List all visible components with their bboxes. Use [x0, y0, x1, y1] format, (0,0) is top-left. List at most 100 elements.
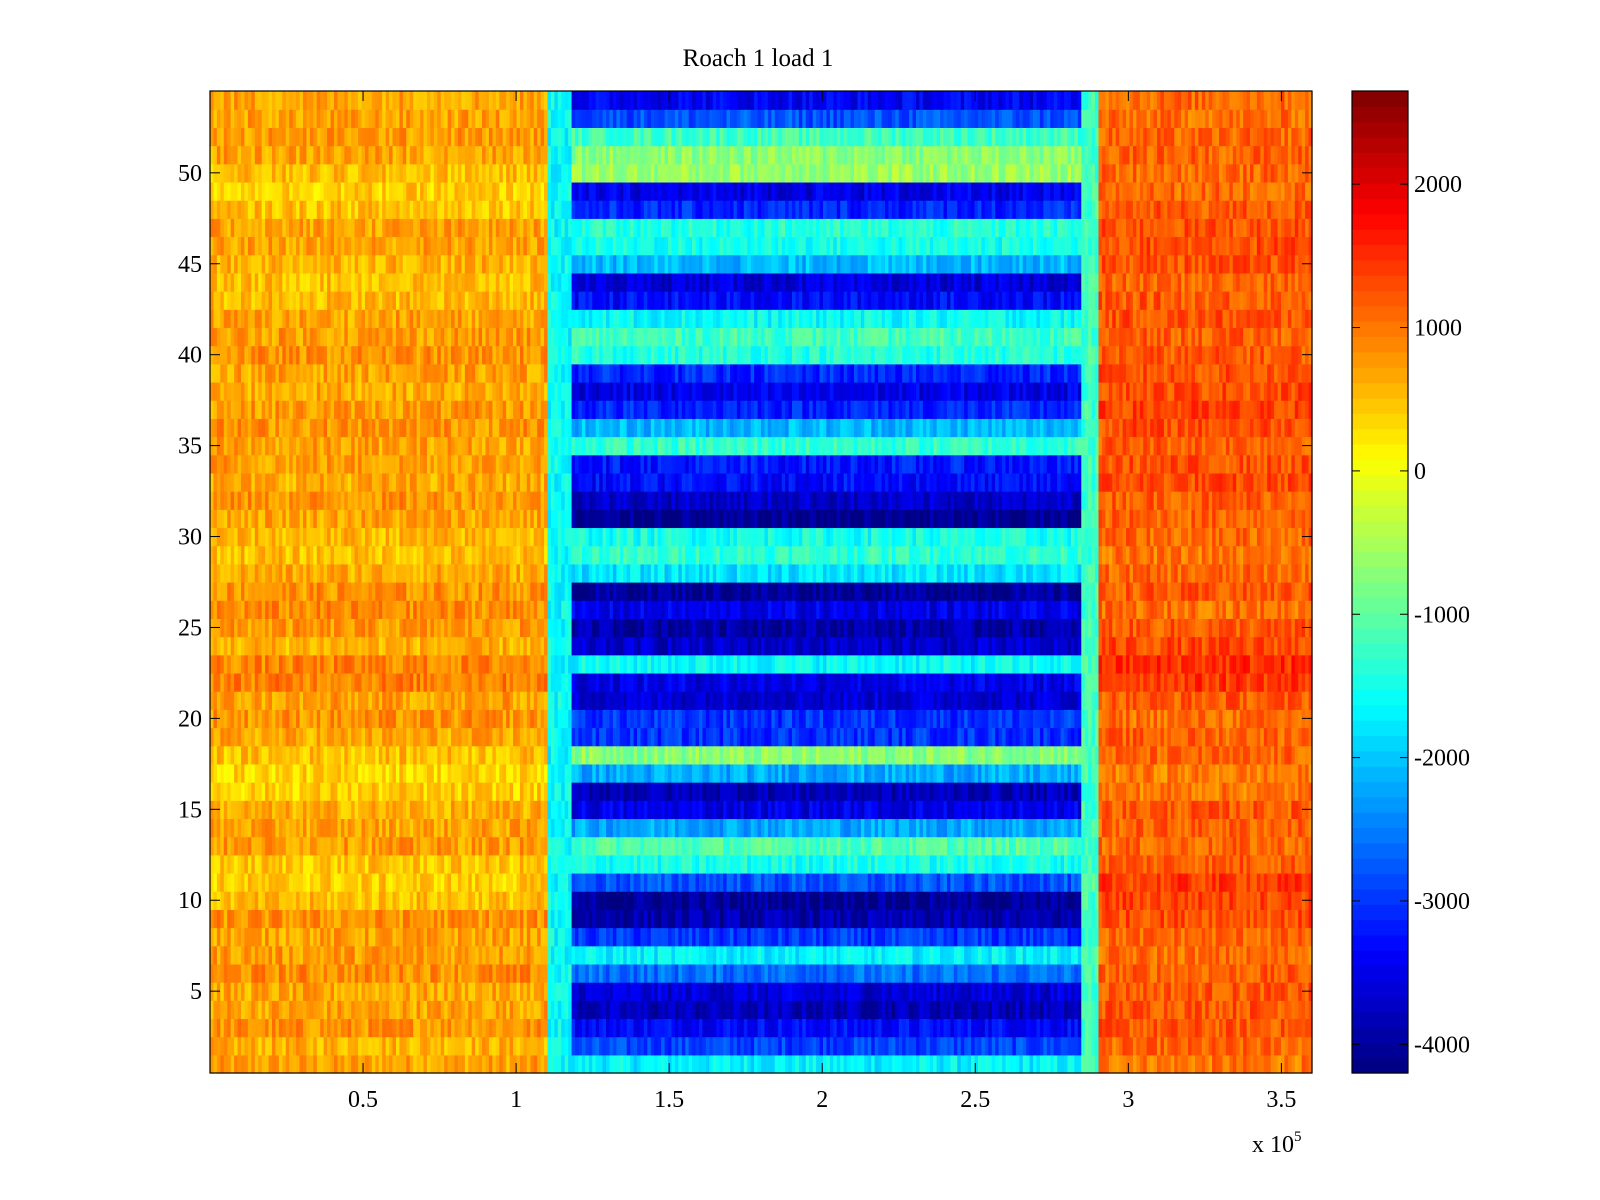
heatmap-cell [1015, 872, 1020, 892]
heatmap-cell [1088, 1036, 1093, 1056]
heatmap-cell [430, 909, 435, 929]
heatmap-cell [984, 909, 989, 929]
heatmap-cell [1046, 836, 1051, 856]
heatmap-cell [685, 1036, 690, 1056]
heatmap-cell [1074, 1018, 1079, 1038]
heatmap-cell [1015, 963, 1020, 983]
heatmap-cell [1256, 818, 1261, 838]
heatmap-cell [554, 836, 559, 856]
heatmap-cell [740, 963, 745, 983]
heatmap-cell [895, 872, 900, 892]
heatmap-cell [633, 909, 638, 929]
heatmap-cell [1208, 927, 1213, 947]
heatmap-cell [702, 854, 707, 874]
heatmap-cell [1222, 982, 1227, 1001]
heatmap-cell [1298, 909, 1303, 929]
heatmap-cell [650, 927, 655, 947]
heatmap-cell [1294, 909, 1299, 929]
heatmap-cell [451, 1054, 456, 1074]
heatmap-cell [881, 854, 886, 874]
heatmap-cell [554, 945, 559, 965]
heatmap-cell [1267, 1018, 1272, 1038]
heatmap-cell [461, 927, 466, 947]
heatmap-cell [1060, 891, 1065, 910]
heatmap-cell [671, 836, 676, 856]
heatmap-cell [382, 872, 387, 892]
heatmap-cell [502, 836, 507, 856]
heatmap-cell [795, 800, 800, 820]
heatmap-cell [495, 982, 500, 1001]
heatmap-cell [409, 836, 414, 856]
heatmap-cell [1291, 818, 1296, 838]
heatmap-cell [557, 945, 562, 965]
heatmap-cell [1029, 818, 1034, 838]
heatmap-cell [791, 945, 797, 965]
heatmap-cell [1077, 909, 1082, 929]
heatmap-cell [1153, 872, 1158, 892]
heatmap-cell [1129, 945, 1134, 965]
heatmap-cell [761, 872, 766, 892]
heatmap-cell [1222, 945, 1227, 965]
heatmap-cell [471, 982, 476, 1001]
heatmap-cell [940, 891, 945, 910]
heatmap-cell [915, 963, 921, 983]
heatmap-cell [599, 945, 604, 965]
heatmap-cell [533, 800, 538, 820]
heatmap-cell [378, 1054, 383, 1074]
heatmap-cell [371, 800, 376, 820]
heatmap-cell [915, 891, 921, 910]
heatmap-cell [457, 909, 462, 929]
heatmap-cell [306, 1054, 311, 1074]
heatmap-cell [302, 945, 308, 965]
heatmap-cell [292, 836, 297, 856]
heatmap-cell [1201, 982, 1206, 1001]
heatmap-cell [327, 1036, 332, 1056]
heatmap-cell [881, 891, 886, 910]
heatmap-cell [1301, 963, 1306, 983]
heatmap-cell [761, 891, 766, 910]
heatmap-cell [358, 982, 363, 1001]
heatmap-cell [905, 1054, 910, 1074]
heatmap-cell [1239, 818, 1244, 838]
heatmap-cell [764, 782, 769, 801]
heatmap-cell [606, 800, 611, 820]
heatmap-cell [1108, 872, 1113, 892]
heatmap-cell [650, 854, 655, 874]
heatmap-cell [1098, 1036, 1103, 1056]
heatmap-cell [1243, 945, 1248, 965]
heatmap-cell [1019, 872, 1024, 892]
heatmap-cell [413, 872, 418, 892]
heatmap-cell [609, 945, 614, 965]
heatmap-cell [1274, 1018, 1279, 1038]
heatmap-cell [316, 945, 321, 965]
heatmap-cell [785, 872, 790, 892]
heatmap-cell [1253, 800, 1258, 820]
heatmap-cell [278, 982, 283, 1001]
heatmap-cell [1174, 818, 1179, 838]
heatmap-cell [991, 1018, 996, 1038]
heatmap-cell [254, 891, 259, 910]
heatmap-cell [754, 1054, 759, 1074]
heatmap-cell [244, 963, 249, 983]
heatmap-cell [351, 945, 356, 965]
heatmap-cell [475, 1036, 480, 1056]
heatmap-cell [337, 1018, 342, 1038]
heatmap-cell [822, 854, 828, 874]
heatmap-cell [533, 1018, 538, 1038]
heatmap-cell [1260, 891, 1265, 910]
heatmap-cell [781, 872, 786, 892]
heatmap-cell [1291, 872, 1296, 892]
heatmap-cell [798, 854, 803, 874]
heatmap-cell [509, 1000, 514, 1020]
heatmap-cell [874, 891, 879, 910]
heatmap-cell [616, 927, 621, 947]
heatmap-cell [971, 1018, 976, 1038]
heatmap-cell [268, 891, 273, 910]
heatmap-cell [681, 1036, 686, 1056]
heatmap-cell [1301, 927, 1306, 947]
heatmap-cell [1284, 1036, 1289, 1056]
heatmap-cell [1002, 854, 1007, 874]
heatmap-cell [1033, 909, 1038, 929]
heatmap-cell [750, 854, 755, 874]
heatmap-cell [757, 963, 762, 983]
